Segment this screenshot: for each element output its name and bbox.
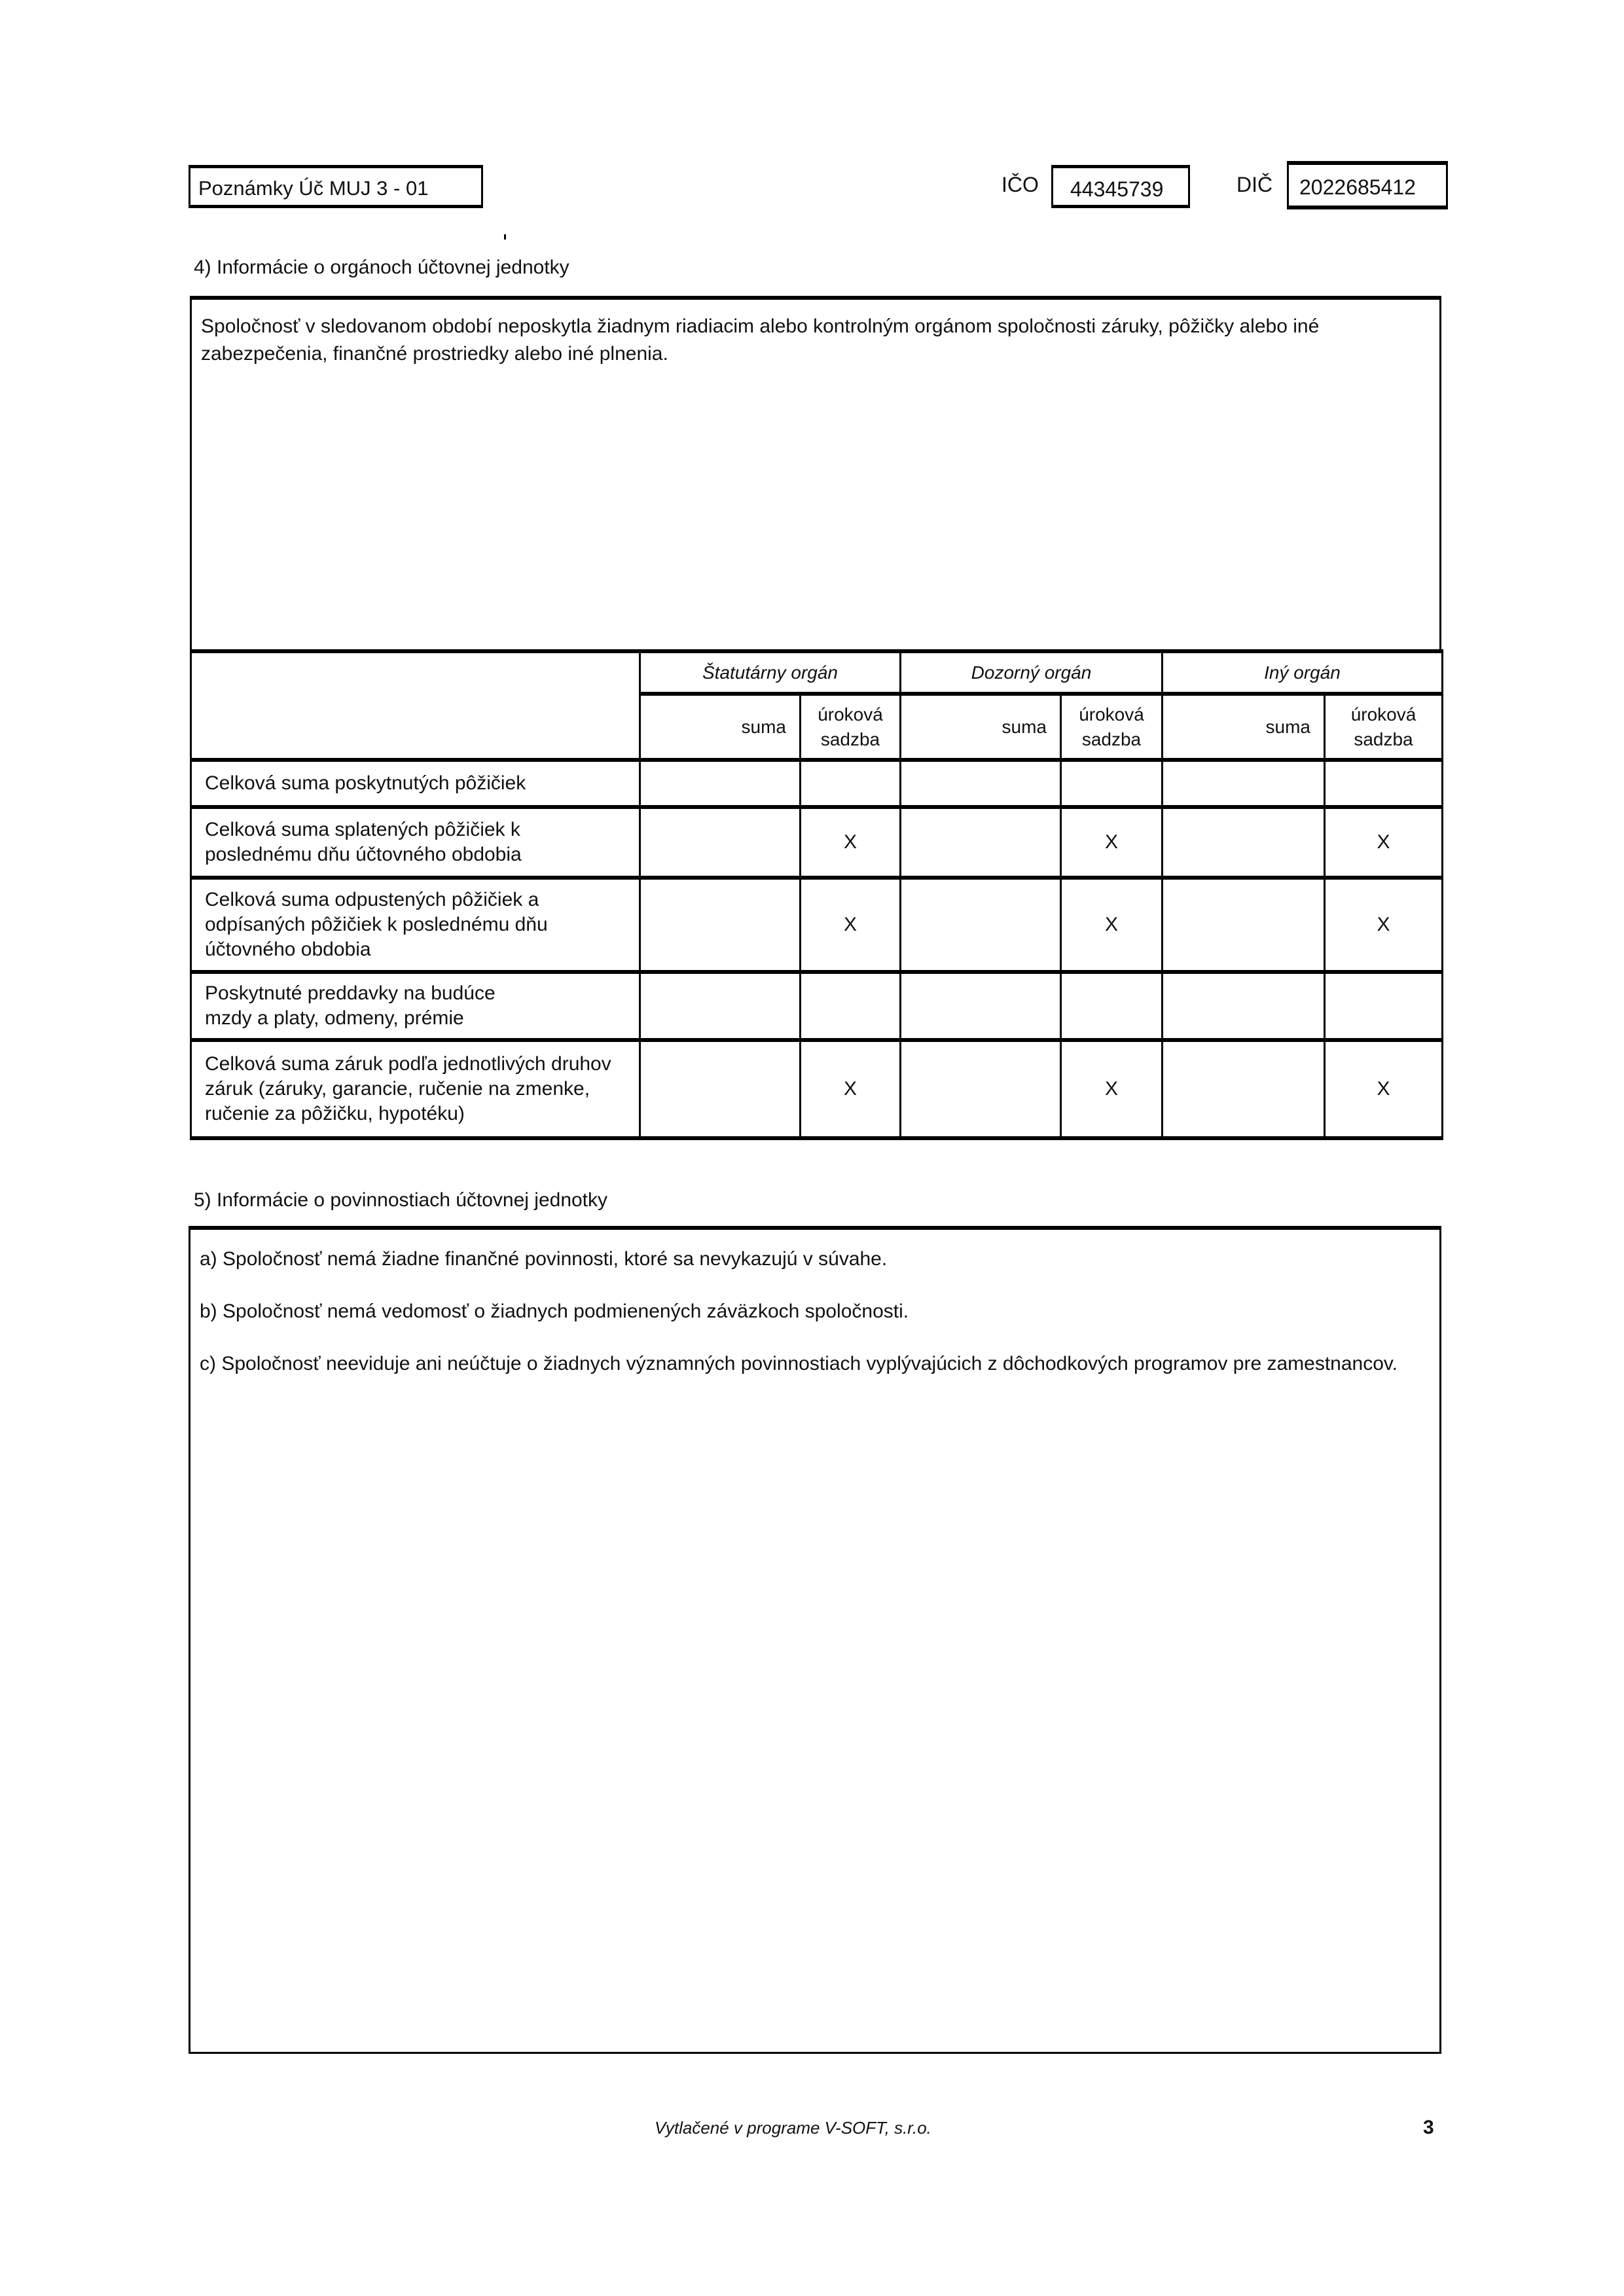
cell <box>1060 758 1163 808</box>
header-blank-cell <box>190 649 641 761</box>
cell <box>1161 970 1326 1041</box>
cell <box>1161 876 1326 973</box>
cell <box>639 1038 801 1140</box>
cell <box>899 970 1062 1041</box>
section4-text-box: Spoločnosť v sledovanom období neposkytl… <box>190 296 1441 651</box>
section4-title: 4) Informácie o orgánoch účtovnej jednot… <box>194 257 569 278</box>
row-label: Celková suma záruk podľa jednotlivých dr… <box>190 1038 641 1140</box>
obligation-item-c: c) Spoločnosť neeviduje ani neúčtuje o ž… <box>200 1353 1398 1374</box>
subheader-suma: suma <box>1161 692 1326 761</box>
cell <box>899 1038 1062 1140</box>
cell: X <box>799 876 901 973</box>
cell <box>639 805 801 879</box>
dic-label: DIČ <box>1236 173 1273 196</box>
cell <box>1060 970 1163 1041</box>
cell: X <box>799 1038 901 1140</box>
stray-mark <box>504 234 506 240</box>
cell <box>799 758 901 808</box>
table-row: Celková suma odpustených pôžičiek a odpí… <box>190 876 1443 973</box>
subheader-suma: suma <box>639 692 801 761</box>
dic-box: 2022685412 <box>1287 161 1448 209</box>
section5-title: 5) Informácie o povinnostiach účtovnej j… <box>194 1189 608 1211</box>
table-row: Celková suma splatených pôžičiek k posle… <box>190 805 1443 879</box>
group-header-other: Iný orgán <box>1161 649 1443 695</box>
subheader-rate: úroková sadzba <box>1324 692 1443 761</box>
form-label-box: Poznámky Úč MUJ 3 - 01 <box>189 165 483 208</box>
obligation-item-b: b) Spoločnosť nemá vedomosť o žiadnych p… <box>200 1300 909 1322</box>
cell: X <box>799 805 901 879</box>
row-label: Celková suma odpustených pôžičiek a odpí… <box>190 876 641 973</box>
cell: X <box>1060 1038 1163 1140</box>
cell <box>1161 758 1326 808</box>
organs-table: Štatutárny orgán Dozorný orgán Iný orgán… <box>190 649 1443 1140</box>
cell: X <box>1324 1038 1443 1140</box>
group-header-supervisory: Dozorný orgán <box>899 649 1163 695</box>
table-row: Celková suma záruk podľa jednotlivých dr… <box>190 1038 1443 1140</box>
cell <box>899 876 1062 973</box>
ico-value: 44345739 <box>1070 177 1164 201</box>
form-label: Poznámky Úč MUJ 3 - 01 <box>198 177 429 200</box>
cell <box>1324 970 1443 1041</box>
cell <box>639 758 801 808</box>
cell <box>1161 1038 1326 1140</box>
row-label: Poskytnuté preddavky na budúce mzdy a pl… <box>190 970 641 1041</box>
subheader-rate: úroková sadzba <box>1060 692 1163 761</box>
cell <box>899 805 1062 879</box>
cell: X <box>1324 876 1443 973</box>
subheader-rate: úroková sadzba <box>799 692 901 761</box>
cell <box>639 876 801 973</box>
cell <box>1161 805 1326 879</box>
cell <box>799 970 901 1041</box>
subheader-suma: suma <box>899 692 1062 761</box>
cell <box>1324 758 1443 808</box>
page-number: 3 <box>1423 2117 1434 2138</box>
table-row: Poskytnuté preddavky na budúce mzdy a pl… <box>190 970 1443 1041</box>
cell <box>639 970 801 1041</box>
group-header-statutory: Štatutárny orgán <box>639 649 901 695</box>
cell <box>899 758 1062 808</box>
ico-box: 44345739 <box>1051 165 1190 208</box>
cell: X <box>1060 805 1163 879</box>
cell: X <box>1060 876 1163 973</box>
section4-text: Spoločnosť v sledovanom období neposkytl… <box>201 315 1320 365</box>
dic-value: 2022685412 <box>1299 175 1416 199</box>
obligation-item-a: a) Spoločnosť nemá žiadne finančné povin… <box>200 1248 888 1270</box>
cell: X <box>1324 805 1443 879</box>
ico-label: IČO <box>1001 173 1039 196</box>
table-row: Celková suma poskytnutých pôžičiek <box>190 758 1443 808</box>
section5-text-box: a) Spoločnosť nemá žiadne finančné povin… <box>189 1226 1441 2054</box>
row-label: Celková suma splatených pôžičiek k posle… <box>190 805 641 879</box>
footer-printed-by: Vytlačené v programe V-SOFT, s.r.o. <box>655 2118 931 2138</box>
row-label: Celková suma poskytnutých pôžičiek <box>190 758 641 808</box>
